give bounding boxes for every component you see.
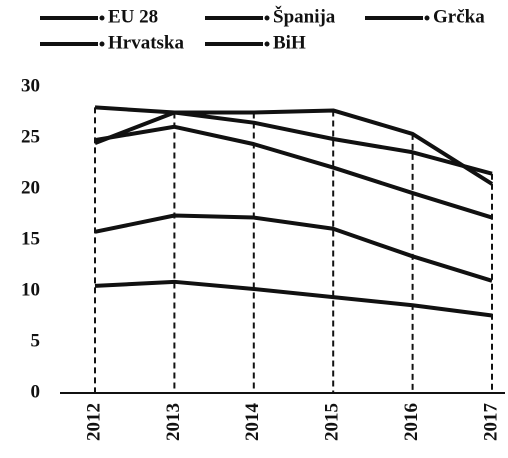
y-tick-label: 25 [21, 126, 40, 147]
legend-dot [99, 41, 105, 47]
series-line [94, 213, 493, 283]
series-line [94, 110, 493, 176]
x-tick-label: 2016 [401, 403, 422, 441]
legend-label: Hrvatska [108, 32, 185, 53]
y-tick-label: 15 [21, 228, 40, 249]
legend-label: EU 28 [108, 6, 158, 27]
legend-dot [264, 41, 270, 47]
y-tick-label: 20 [21, 177, 40, 198]
series-line [94, 124, 493, 220]
legend-dot [264, 15, 270, 21]
y-tick-label: 30 [21, 75, 40, 96]
y-tick-label: 0 [31, 381, 41, 402]
x-tick-label: 2012 [83, 403, 104, 441]
y-tick-label: 10 [21, 279, 40, 300]
x-tick-label: 2015 [322, 403, 343, 441]
x-tick-label: 2017 [480, 403, 501, 442]
series-line [94, 279, 493, 318]
x-tick-label: 2014 [242, 403, 263, 442]
x-tick-label: 2013 [163, 403, 184, 441]
legend-label: Grčka [433, 6, 485, 27]
series-line [94, 105, 494, 186]
legend-dot [424, 15, 430, 21]
legend-dot [99, 15, 105, 21]
legend-label: BiH [273, 32, 306, 53]
y-tick-label: 5 [31, 330, 41, 351]
legend-label: Španija [273, 5, 336, 27]
